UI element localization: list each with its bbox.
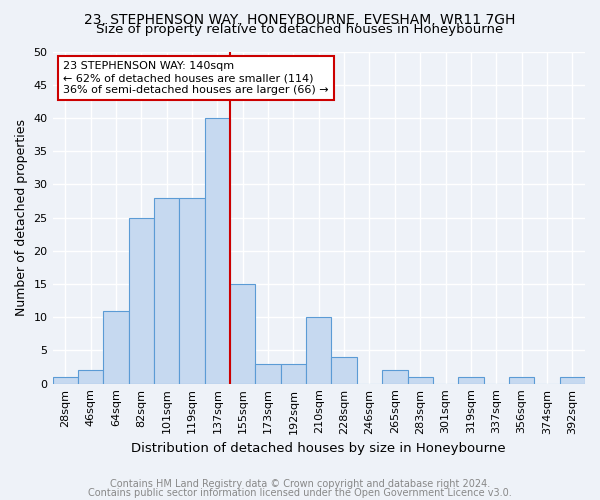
Bar bbox=[331, 357, 357, 384]
Bar bbox=[205, 118, 230, 384]
Bar bbox=[154, 198, 179, 384]
Bar bbox=[103, 310, 128, 384]
Bar bbox=[407, 377, 433, 384]
Bar bbox=[458, 377, 484, 384]
Bar bbox=[230, 284, 256, 384]
Y-axis label: Number of detached properties: Number of detached properties bbox=[15, 119, 28, 316]
Text: Contains public sector information licensed under the Open Government Licence v3: Contains public sector information licen… bbox=[88, 488, 512, 498]
X-axis label: Distribution of detached houses by size in Honeybourne: Distribution of detached houses by size … bbox=[131, 442, 506, 455]
Text: Size of property relative to detached houses in Honeybourne: Size of property relative to detached ho… bbox=[97, 22, 503, 36]
Text: Contains HM Land Registry data © Crown copyright and database right 2024.: Contains HM Land Registry data © Crown c… bbox=[110, 479, 490, 489]
Bar bbox=[78, 370, 103, 384]
Bar bbox=[382, 370, 407, 384]
Bar bbox=[128, 218, 154, 384]
Bar bbox=[509, 377, 534, 384]
Text: 23 STEPHENSON WAY: 140sqm
← 62% of detached houses are smaller (114)
36% of semi: 23 STEPHENSON WAY: 140sqm ← 62% of detac… bbox=[63, 62, 329, 94]
Bar bbox=[179, 198, 205, 384]
Text: 23, STEPHENSON WAY, HONEYBOURNE, EVESHAM, WR11 7GH: 23, STEPHENSON WAY, HONEYBOURNE, EVESHAM… bbox=[85, 12, 515, 26]
Bar bbox=[560, 377, 585, 384]
Bar bbox=[281, 364, 306, 384]
Bar bbox=[256, 364, 281, 384]
Bar bbox=[306, 317, 331, 384]
Bar bbox=[53, 377, 78, 384]
